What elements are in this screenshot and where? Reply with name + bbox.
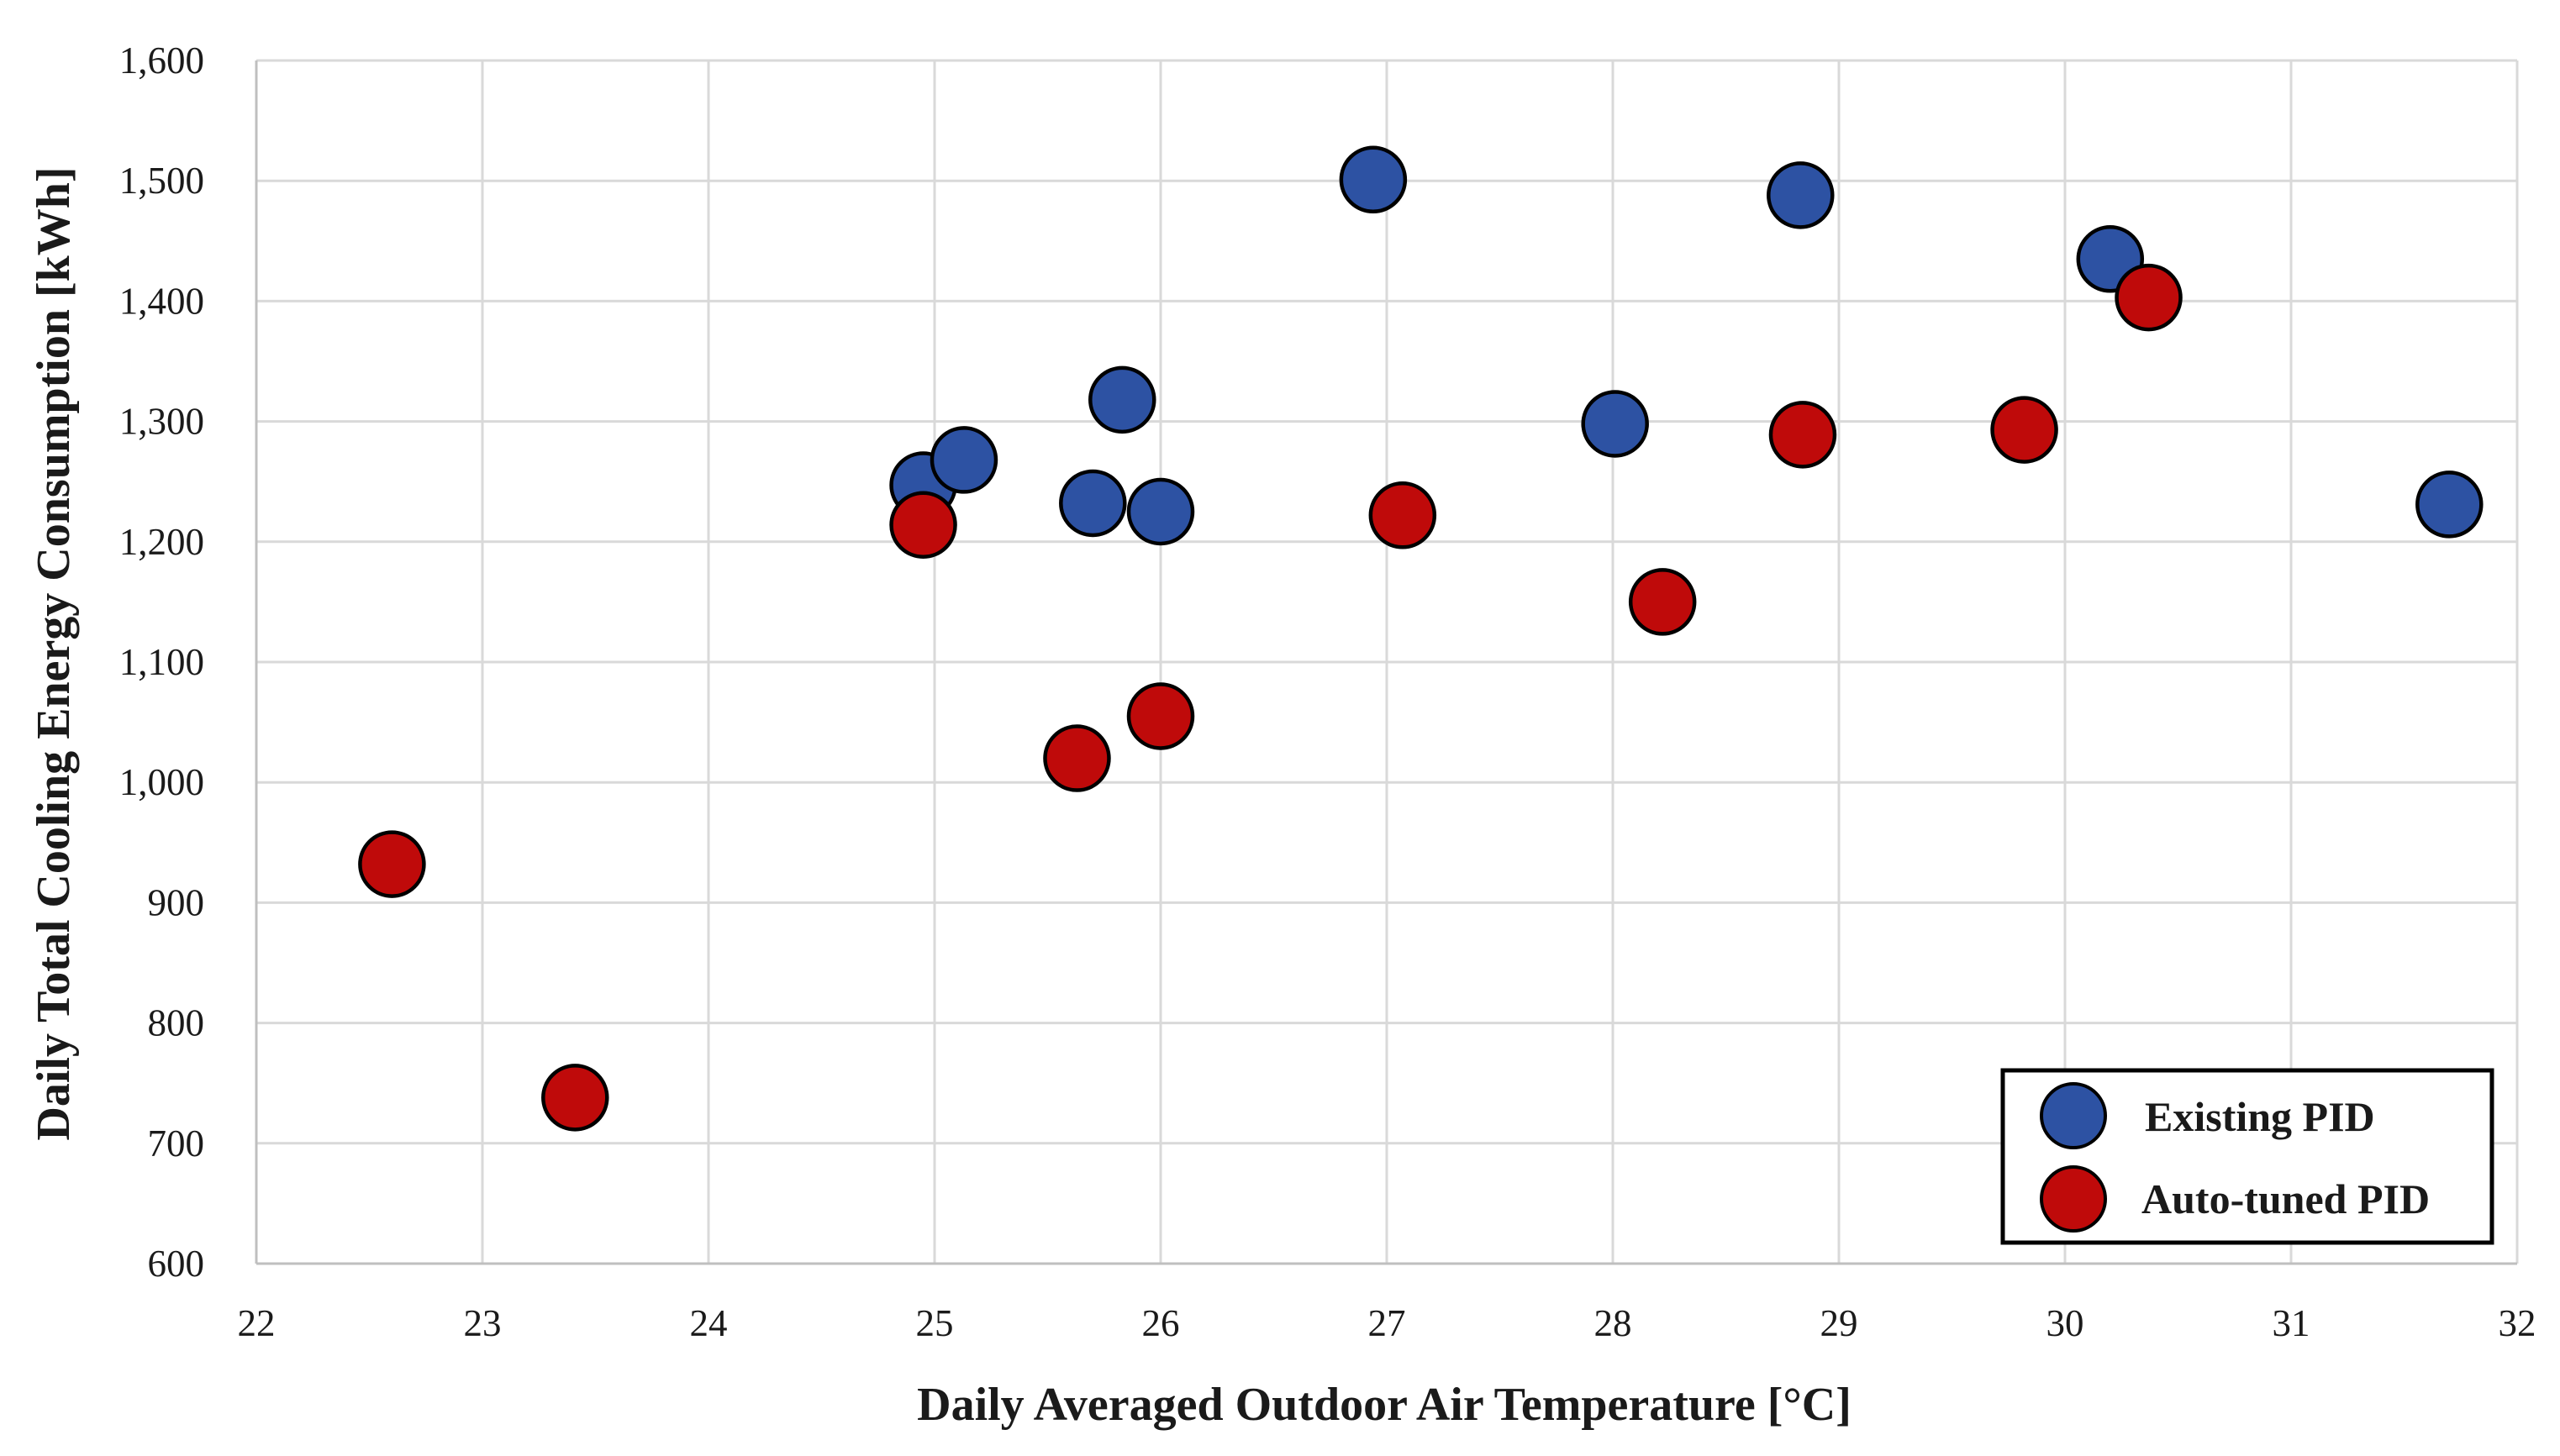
data-point-existing-pid (1088, 365, 1156, 434)
y-tick-label: 1,300 (119, 401, 204, 443)
x-tick-label: 28 (1594, 1302, 1632, 1344)
data-point-auto-tuned-pid (358, 830, 426, 898)
data-point-auto-tuned-pid (541, 1064, 609, 1132)
legend: Existing PID Auto-tuned PID (2000, 1068, 2494, 1245)
y-tick-label: 1,200 (119, 521, 204, 563)
y-tick-label: 1,000 (119, 761, 204, 803)
data-point-auto-tuned-pid (889, 491, 957, 560)
x-tick-label: 31 (2273, 1302, 2310, 1344)
y-tick-label: 700 (148, 1122, 205, 1164)
x-tick-label: 23 (464, 1302, 502, 1344)
x-tick-label: 24 (690, 1302, 728, 1344)
data-point-auto-tuned-pid (1628, 568, 1697, 636)
y-tick-label: 900 (148, 881, 205, 923)
data-point-auto-tuned-pid (1126, 682, 1195, 750)
y-tick-label: 1,500 (119, 160, 204, 202)
data-point-existing-pid (2415, 470, 2484, 539)
data-point-auto-tuned-pid (1768, 401, 1837, 469)
data-point-existing-pid (1767, 161, 1835, 229)
y-tick-label: 1,400 (119, 280, 204, 322)
x-tick-label: 22 (238, 1302, 276, 1344)
legend-marker-existing-pid (2040, 1082, 2107, 1149)
y-axis-title: Daily Total Cooling Energy Consumption [… (28, 166, 80, 1140)
data-point-existing-pid (1339, 145, 1408, 214)
x-tick-label: 25 (916, 1302, 954, 1344)
data-points (358, 145, 2484, 1132)
axes (255, 60, 2517, 1265)
data-point-auto-tuned-pid (1043, 724, 1111, 792)
x-tick-label: 27 (1368, 1302, 1406, 1344)
tick-labels: 600 700 800 900 1,000 1,100 1,200 1,300 1,400 1,5… (119, 39, 2536, 1344)
y-tick-label: 1,100 (119, 641, 204, 683)
y-tick-label: 600 (148, 1243, 205, 1285)
x-tick-label: 29 (1820, 1302, 1858, 1344)
y-tick-label: 1,600 (119, 39, 204, 81)
data-point-existing-pid (1126, 477, 1195, 546)
x-tick-label: 26 (1142, 1302, 1180, 1344)
data-point-existing-pid (1059, 469, 1127, 538)
data-point-auto-tuned-pid (1368, 481, 1437, 549)
legend-marker-auto-tuned-pid (2040, 1165, 2107, 1233)
x-tick-label: 32 (2499, 1302, 2536, 1344)
legend-label-existing-pid: Existing PID (2145, 1093, 2375, 1140)
data-point-existing-pid (930, 426, 998, 494)
data-point-auto-tuned-pid (2115, 263, 2183, 332)
x-axis-title: Daily Averaged Outdoor Air Temperature [… (917, 1379, 1852, 1431)
data-point-existing-pid (1581, 390, 1649, 458)
y-tick-label: 800 (148, 1002, 205, 1044)
legend-label-auto-tuned-pid: Auto-tuned PID (2141, 1175, 2430, 1222)
data-point-auto-tuned-pid (1990, 396, 2058, 464)
x-tick-label: 30 (2046, 1302, 2084, 1344)
